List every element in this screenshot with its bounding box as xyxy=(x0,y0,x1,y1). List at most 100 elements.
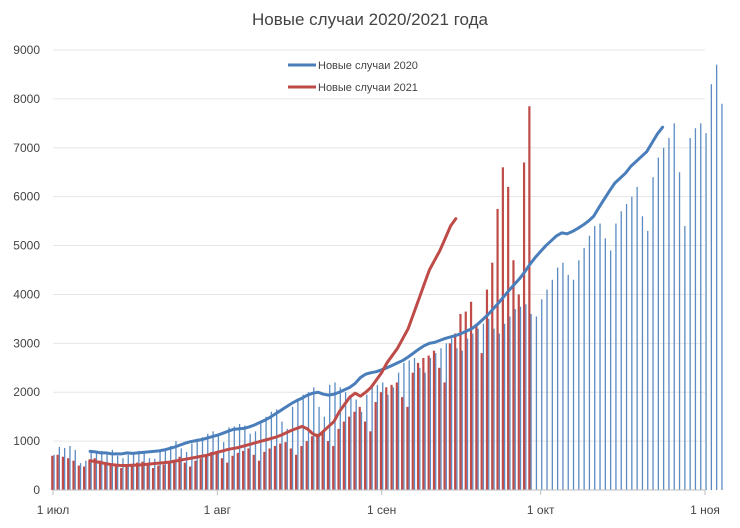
bar-2021 xyxy=(401,397,404,490)
bar-2021 xyxy=(374,402,377,490)
bar-2021 xyxy=(332,446,335,490)
bar-2020 xyxy=(106,453,108,490)
bar-2021 xyxy=(236,452,239,490)
bar-2021 xyxy=(83,466,86,490)
y-tick-label: 5000 xyxy=(13,239,40,253)
bar-2020 xyxy=(392,387,394,490)
bar-2021 xyxy=(268,448,271,490)
bar-2020 xyxy=(466,338,469,490)
bar-2020 xyxy=(360,411,363,490)
bar-2021 xyxy=(247,448,250,490)
bar-2020 xyxy=(175,441,177,490)
bar-2020 xyxy=(307,392,310,490)
bar-2020 xyxy=(710,84,713,490)
bar-2021 xyxy=(501,167,504,491)
bar-2021 xyxy=(289,448,292,490)
bar-2021 xyxy=(522,162,526,490)
x-tick-label: 1 ноя xyxy=(690,503,720,517)
bar-2020 xyxy=(355,399,357,490)
bar-2020 xyxy=(620,211,622,491)
bar-2020 xyxy=(450,338,453,490)
bar-2020 xyxy=(286,428,288,490)
bar-2020 xyxy=(700,123,702,490)
bar-2021 xyxy=(151,468,155,490)
bar-2021 xyxy=(305,441,308,490)
bar-2020 xyxy=(413,358,416,490)
bar-2020 xyxy=(170,446,172,490)
bar-2021 xyxy=(183,462,186,490)
bar-2020 xyxy=(382,382,384,490)
bar-2020 xyxy=(366,394,368,490)
bar-2021 xyxy=(279,443,282,490)
legend-label-2020: Новые случаи 2020 xyxy=(318,60,418,72)
bar-2021 xyxy=(167,461,171,490)
bars-2021 xyxy=(51,106,531,491)
bar-2020 xyxy=(424,372,426,490)
bar-2021 xyxy=(454,333,457,490)
bar-2021 xyxy=(491,262,494,490)
bar-2020 xyxy=(339,387,341,490)
bar-2020 xyxy=(647,230,649,490)
bar-2020 xyxy=(154,458,156,490)
bars-2020 xyxy=(53,64,723,491)
bar-2021 xyxy=(88,459,91,490)
bar-2020 xyxy=(498,333,500,490)
legend-label-2021: Новые случаи 2021 xyxy=(318,82,418,94)
bar-2021 xyxy=(273,446,277,490)
x-tick-label: 1 авг xyxy=(204,503,232,517)
bar-2020 xyxy=(164,449,167,490)
bar-2020 xyxy=(525,304,527,490)
bar-2020 xyxy=(541,299,543,490)
bar-2020 xyxy=(472,333,474,490)
bar-2020 xyxy=(212,431,214,490)
bar-2021 xyxy=(512,260,515,490)
bar-2020 xyxy=(604,238,606,490)
bar-2021 xyxy=(300,446,303,490)
y-tick-label: 1000 xyxy=(13,434,40,448)
bar-2020 xyxy=(334,382,336,490)
bar-2020 xyxy=(276,409,278,490)
bar-2021 xyxy=(226,462,229,490)
bar-2020 xyxy=(297,399,299,490)
bar-2020 xyxy=(652,177,654,490)
bar-2021 xyxy=(61,456,65,490)
bar-2021 xyxy=(358,406,361,490)
bar-2020 xyxy=(562,262,564,490)
bar-2020 xyxy=(440,348,442,490)
bar-2020 xyxy=(69,446,71,490)
bar-2021 xyxy=(189,466,192,490)
bar-2020 xyxy=(101,450,103,490)
bar-2020 xyxy=(615,223,617,491)
bar-2021 xyxy=(56,454,59,490)
bar-2020 xyxy=(477,328,479,490)
bar-2021 xyxy=(443,382,446,490)
bar-2020 xyxy=(143,451,145,490)
bar-2020 xyxy=(228,427,230,490)
bar-2020 xyxy=(419,367,421,490)
bar-2020 xyxy=(588,235,591,490)
bar-2021 xyxy=(528,106,531,490)
bar-2021 xyxy=(416,362,420,490)
bar-2020 xyxy=(535,316,538,490)
bar-2020 xyxy=(503,323,506,490)
bar-2021 xyxy=(114,466,118,490)
bar-2021 xyxy=(72,460,75,490)
bar-2021 xyxy=(125,465,128,490)
y-tick-label: 8000 xyxy=(13,92,40,106)
bar-2020 xyxy=(132,453,135,490)
bar-2021 xyxy=(337,428,340,490)
bar-2020 xyxy=(461,350,463,490)
bar-2020 xyxy=(625,204,628,490)
bar-2021 xyxy=(178,456,181,490)
bar-2020 xyxy=(657,157,659,491)
bar-2020 xyxy=(127,454,129,490)
bar-2020 xyxy=(90,449,92,490)
bar-2020 xyxy=(350,397,352,490)
bar-2021 xyxy=(215,450,218,490)
bar-2021 xyxy=(120,468,123,490)
bar-2020 xyxy=(323,416,326,490)
bar-2020 xyxy=(53,454,55,490)
y-tick-label: 3000 xyxy=(13,336,40,350)
bar-2020 xyxy=(58,446,61,490)
grid-layer xyxy=(53,49,705,442)
